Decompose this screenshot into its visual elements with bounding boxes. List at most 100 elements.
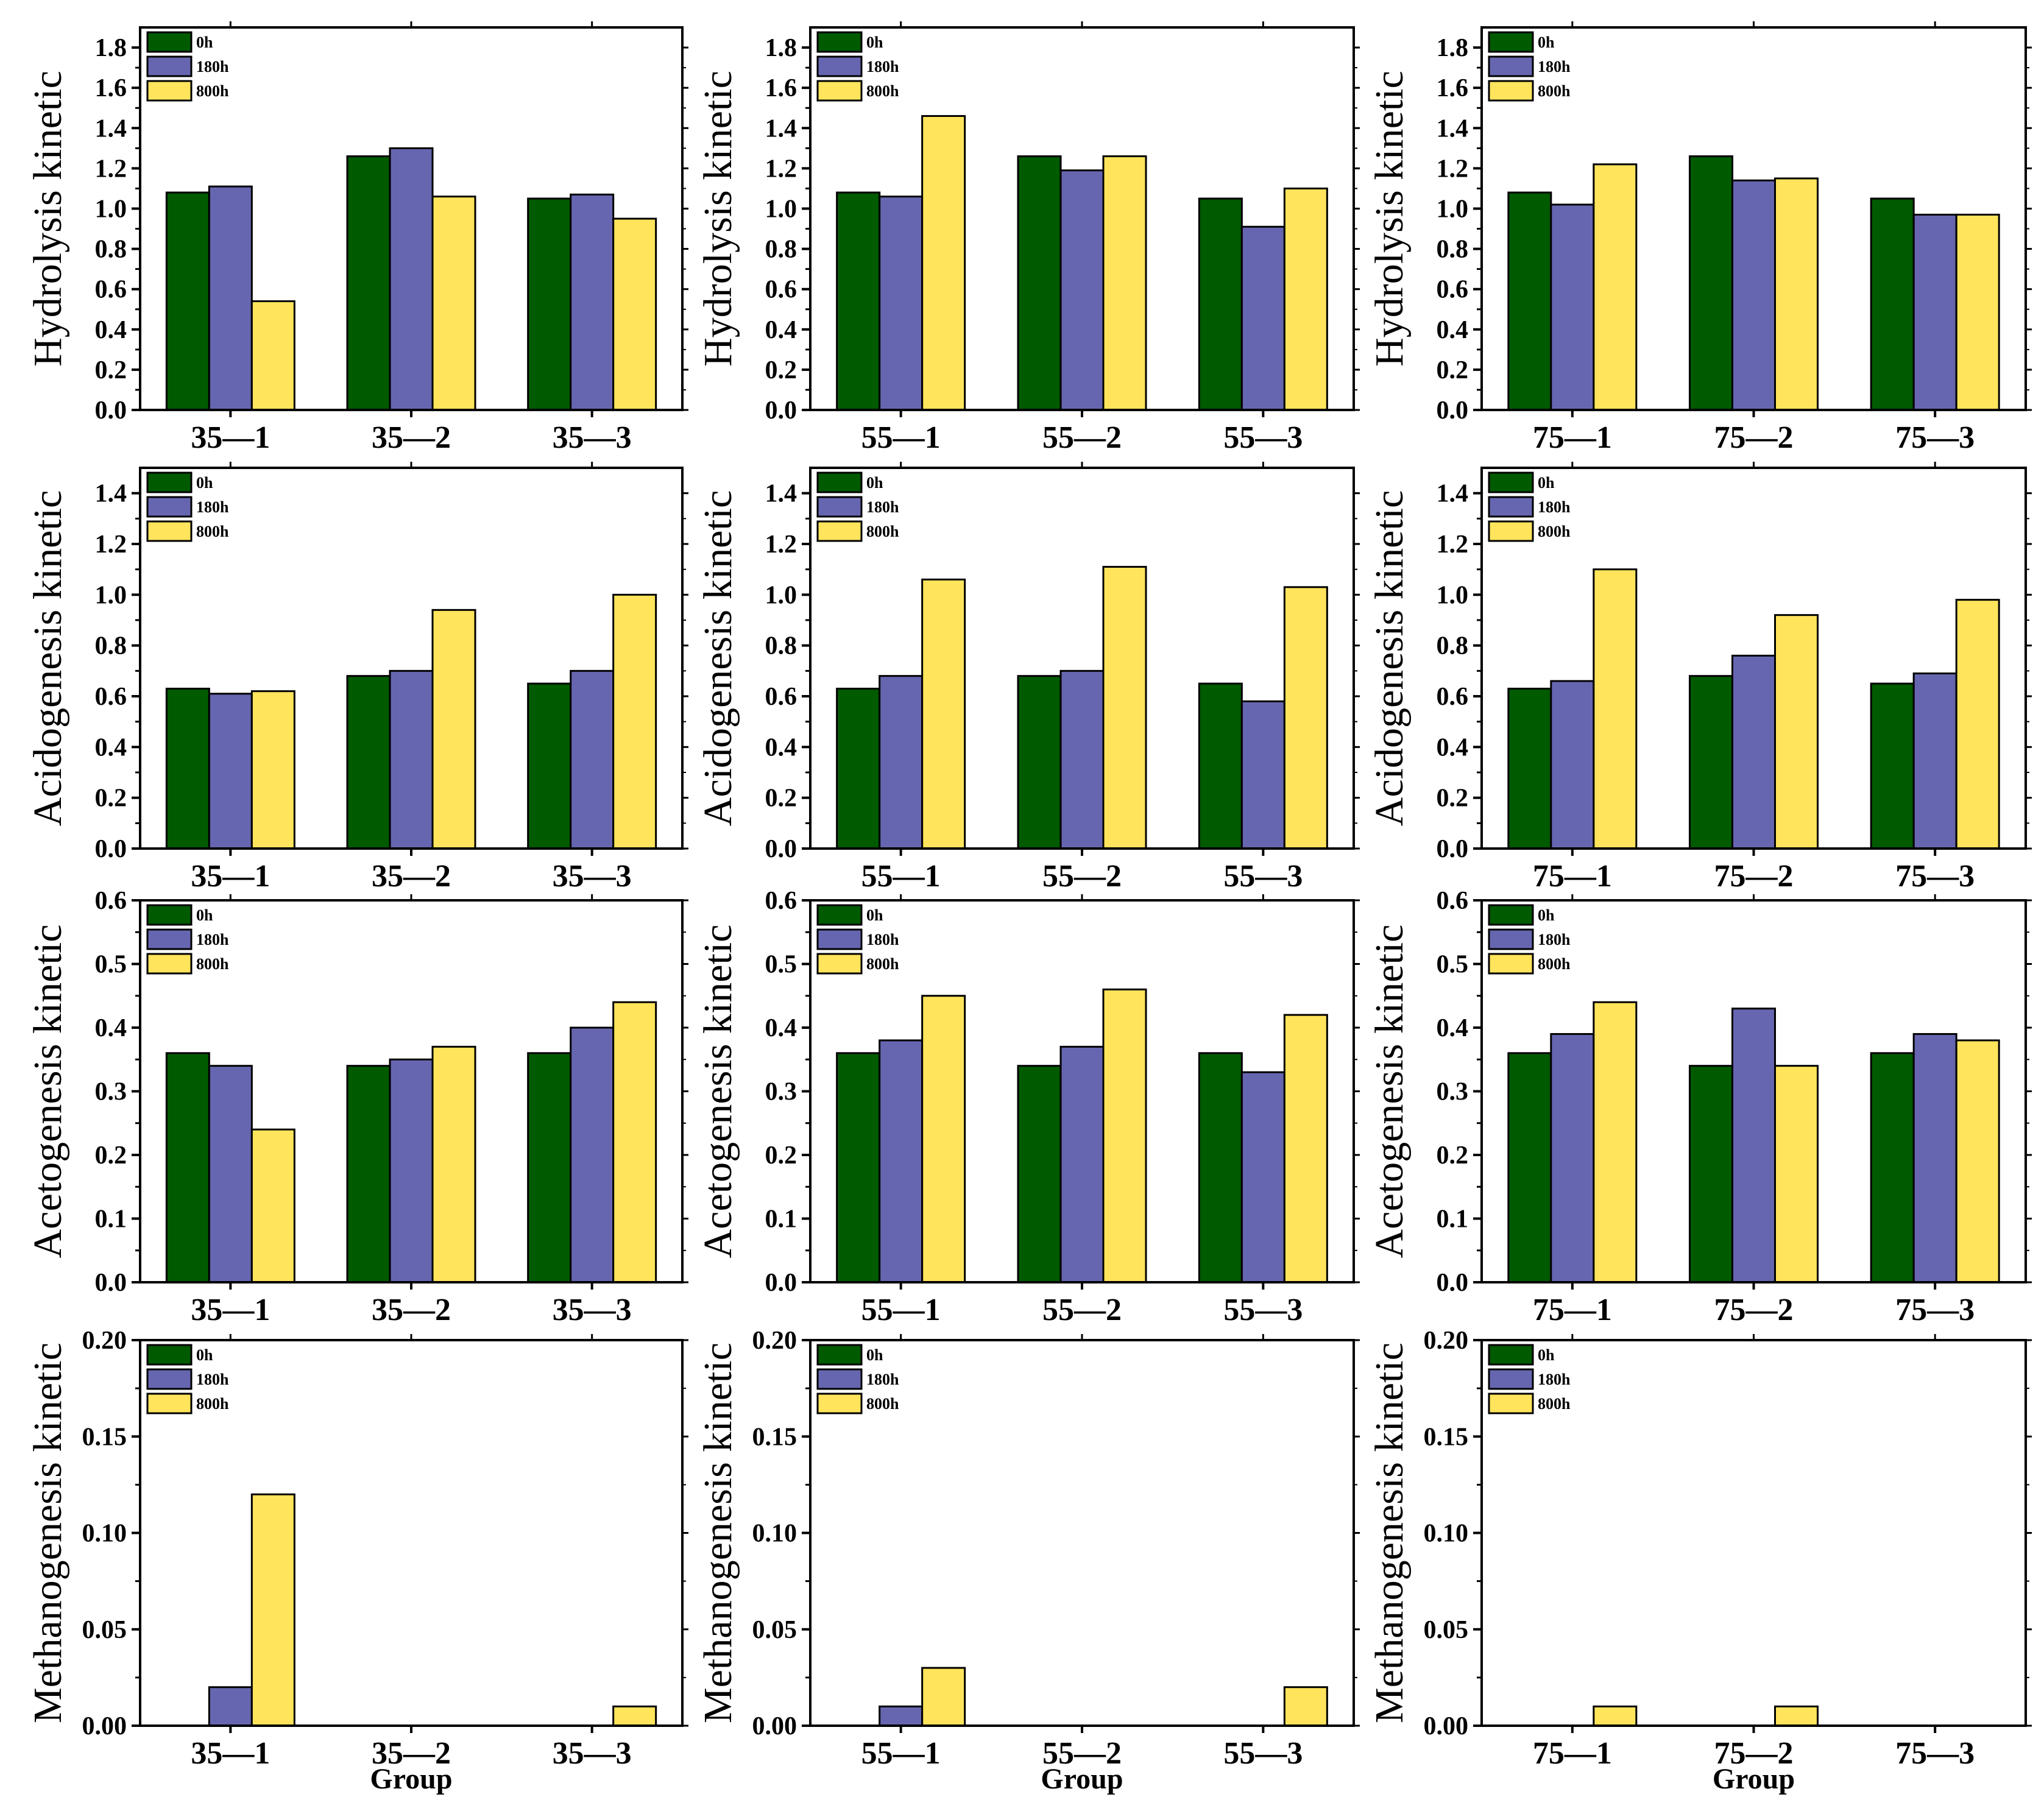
chart-panel: 0.0 0.2 0.4 0.6 0.8 1.0 1.2 1.4 1.6 1.8 55—1 55—2 55…: [696, 21, 1360, 455]
y-tick-label: 0.0: [765, 835, 797, 863]
legend-label: 0h: [196, 1346, 213, 1364]
bar: [879, 196, 924, 411]
bar: [1550, 203, 1595, 411]
legend-label: 180h: [866, 1371, 899, 1388]
bar: [1017, 1065, 1062, 1283]
x-category-label: 35—3: [553, 1736, 632, 1771]
chart-panel: 0.0 0.1 0.2 0.3 0.4 0.5 0.6 55—1 55—2 55—3 Acetoge…: [696, 887, 1360, 1327]
bar: [1731, 179, 1776, 411]
y-tick-label: 0.15: [1424, 1423, 1469, 1451]
y-tick-label: 0.0: [1437, 1269, 1469, 1297]
chart-panel: 0.0 0.2 0.4 0.6 0.8 1.0 1.2 1.4 55—1 55—2 55—3 Acid…: [696, 462, 1360, 894]
legend-swatch: [1488, 80, 1534, 102]
y-tick-label: 1.6: [95, 74, 127, 102]
bar: [250, 690, 295, 850]
x-category-label: 55—2: [1042, 1736, 1122, 1771]
legend-swatch: [146, 471, 193, 493]
bar: [1593, 568, 1638, 850]
legend-swatch: [816, 520, 863, 542]
bar: [1240, 225, 1285, 411]
chart-panel: 0.0 0.1 0.2 0.3 0.4 0.5 0.6 35—1 35—2 35—3 Acetoge…: [26, 887, 688, 1327]
x-category-label: 55—3: [1223, 859, 1303, 894]
bar: [1283, 187, 1328, 411]
legend-swatch: [816, 904, 863, 926]
y-axis-label: Acidogenesis kinetic: [696, 490, 740, 827]
y-tick-label: 0.10: [1424, 1520, 1469, 1548]
bar: [921, 995, 966, 1283]
bar: [836, 191, 881, 411]
y-tick-label: 1.2: [1437, 155, 1469, 183]
bar: [165, 688, 210, 850]
y-tick-label: 1.0: [1437, 581, 1469, 609]
bar: [208, 185, 253, 411]
legend-swatch: [146, 80, 193, 102]
bar: [1240, 700, 1285, 850]
legend-label: 0h: [866, 1346, 883, 1364]
y-tick-label: 1.8: [95, 34, 127, 62]
legend-label: 0h: [196, 34, 213, 51]
legend-swatch: [146, 55, 193, 77]
bar: [1283, 1686, 1328, 1727]
legend-swatch: [1488, 953, 1534, 975]
bar: [1593, 163, 1638, 411]
bar: [1731, 1008, 1776, 1283]
y-tick-label: 0.5: [765, 951, 797, 979]
y-tick-label: 1.2: [765, 155, 797, 183]
y-tick-label: 1.4: [95, 480, 127, 508]
y-tick-label: 0.8: [765, 236, 797, 264]
y-tick-label: 1.2: [1437, 531, 1469, 559]
legend-swatch: [146, 1393, 193, 1414]
bar: [612, 217, 657, 411]
y-tick-label: 0.10: [752, 1520, 797, 1548]
y-tick-label: 0.00: [82, 1712, 127, 1740]
legend-swatch: [1488, 31, 1534, 53]
legend-label: 0h: [1538, 474, 1555, 492]
chart-panel: 0.0 0.2 0.4 0.6 0.8 1.0 1.2 1.4 75—1 75—2 75—3 Acid…: [1367, 462, 2032, 894]
legend-swatch: [146, 1368, 193, 1390]
legend-label: 800h: [196, 82, 229, 100]
legend-label: 0h: [866, 906, 883, 924]
legend-label: 180h: [196, 1371, 229, 1388]
x-category-label: 35—1: [191, 1293, 270, 1327]
x-category-label: 35—3: [553, 859, 632, 894]
bar: [389, 1058, 434, 1283]
bar: [346, 675, 391, 850]
y-tick-label: 0.20: [82, 1327, 127, 1355]
bar: [612, 1705, 657, 1727]
y-tick-label: 0.6: [765, 276, 797, 304]
legend: 0h 180h 800h: [1488, 31, 1571, 102]
x-category-label: 55—2: [1042, 420, 1122, 455]
legend-label: 800h: [866, 82, 899, 100]
bar: [1955, 213, 2000, 411]
y-tick-label: 0.4: [765, 733, 797, 761]
chart-panel: 0.0 0.1 0.2 0.3 0.4 0.5 0.6 75—1 75—2 75—3 Acetoge…: [1367, 887, 2032, 1327]
x-category-label: 75—3: [1895, 1736, 1975, 1771]
x-category-label: 75—2: [1714, 859, 1794, 894]
legend-swatch: [1488, 471, 1534, 493]
y-tick-label: 0.5: [1437, 951, 1469, 979]
bar: [1283, 1014, 1328, 1283]
legend: 0h 180h 800h: [146, 31, 229, 102]
y-tick-label: 0.0: [765, 1269, 797, 1297]
y-tick-label: 0.0: [95, 835, 127, 863]
y-tick-label: 1.2: [95, 531, 127, 559]
y-tick-label: 1.0: [765, 581, 797, 609]
legend-label: 800h: [1538, 955, 1571, 973]
legend-swatch: [1488, 496, 1534, 518]
bar: [570, 1026, 615, 1283]
legend-label: 800h: [196, 523, 229, 540]
x-category-label: 75—1: [1533, 859, 1612, 894]
bar: [1774, 614, 1819, 850]
y-tick-label: 0.20: [1424, 1327, 1469, 1355]
bar: [1774, 177, 1819, 411]
x-category-label: 35—3: [553, 1293, 632, 1327]
y-tick-label: 0.6: [1437, 683, 1469, 711]
y-tick-label: 0.6: [765, 683, 797, 711]
y-tick-label: 0.6: [95, 683, 127, 711]
y-tick-label: 1.0: [95, 195, 127, 223]
legend-swatch: [146, 928, 193, 950]
bar: [1955, 1039, 2000, 1283]
chart-panel: 0.0 0.2 0.4 0.6 0.8 1.0 1.2 1.4 1.6 1.8 35—1 35—2 35…: [26, 21, 688, 455]
bar: [1912, 213, 1957, 411]
bar: [1774, 1705, 1819, 1727]
